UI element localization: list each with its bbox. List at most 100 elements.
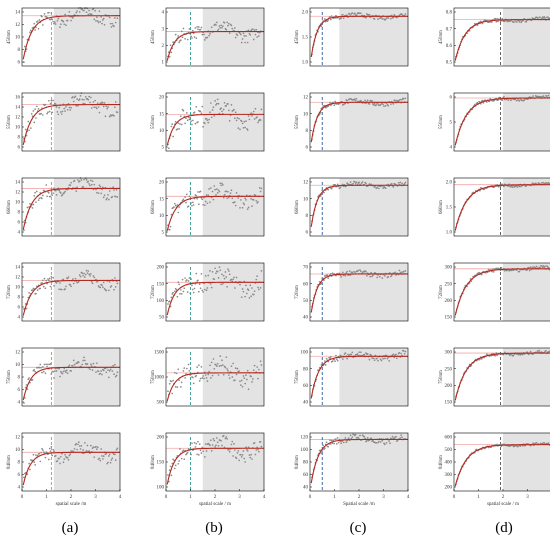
data-point bbox=[364, 99, 366, 102]
x-tick-label: 2 bbox=[358, 495, 361, 500]
chart-column-d: 0.8 0.7 0.6 0.5 450nm 6 5 4 550nm 2.0 1.5 1.0 660nm 3… bbox=[439, 7, 550, 507]
data-point bbox=[97, 370, 100, 373]
data-point bbox=[194, 446, 197, 448]
data-point bbox=[221, 25, 224, 27]
data-point bbox=[404, 270, 407, 272]
chart-column-b: 4321450nm2015105550nm2015105660nm2001501… bbox=[151, 7, 266, 507]
data-point bbox=[71, 278, 74, 280]
plot-frame bbox=[21, 177, 121, 237]
data-point bbox=[532, 95, 534, 97]
shaded-region bbox=[503, 93, 550, 151]
y-tick-label: 1.0 bbox=[446, 231, 453, 236]
y-tick-label: 0.6 bbox=[446, 44, 453, 49]
data-point bbox=[177, 35, 180, 37]
data-point bbox=[103, 23, 106, 26]
data-point bbox=[89, 368, 91, 371]
data-point bbox=[197, 279, 199, 282]
data-point bbox=[107, 461, 109, 464]
data-point bbox=[233, 443, 235, 445]
variogram-plot-d-750nm: 300 250 200 150 750nm bbox=[439, 347, 550, 407]
data-point bbox=[398, 269, 401, 272]
data-point bbox=[365, 182, 367, 185]
y-axis-label: 450nm bbox=[151, 30, 156, 44]
data-point bbox=[215, 104, 217, 106]
data-point bbox=[216, 441, 219, 444]
data-point bbox=[41, 282, 43, 284]
data-point bbox=[209, 439, 212, 442]
data-point bbox=[114, 375, 117, 378]
y-tick-label: 0.7 bbox=[446, 27, 453, 32]
data-point bbox=[64, 110, 66, 112]
data-point bbox=[236, 117, 239, 119]
y-tick-label: 200 bbox=[445, 384, 453, 389]
y-axis-label: 450nm bbox=[439, 30, 444, 44]
data-point bbox=[215, 21, 218, 24]
data-point bbox=[52, 276, 54, 279]
data-point bbox=[213, 278, 216, 281]
data-point bbox=[60, 288, 63, 291]
data-point bbox=[64, 453, 66, 456]
data-point bbox=[105, 371, 108, 374]
data-point bbox=[259, 441, 262, 443]
data-point bbox=[213, 185, 216, 187]
data-point bbox=[260, 108, 263, 111]
data-point bbox=[54, 23, 57, 25]
data-point bbox=[47, 279, 50, 282]
data-point bbox=[240, 199, 242, 201]
data-point bbox=[201, 198, 204, 201]
data-point bbox=[71, 17, 74, 19]
x-tick-label: 1 bbox=[45, 495, 48, 500]
data-point bbox=[192, 382, 195, 385]
data-point bbox=[78, 11, 81, 13]
data-point bbox=[113, 373, 115, 375]
data-point bbox=[35, 117, 37, 119]
data-point bbox=[41, 197, 43, 200]
shaded-region bbox=[53, 178, 120, 236]
data-point bbox=[255, 199, 258, 202]
data-point bbox=[231, 27, 234, 30]
data-point bbox=[330, 187, 333, 190]
data-point bbox=[174, 120, 177, 123]
data-point bbox=[52, 192, 54, 194]
data-point bbox=[168, 469, 171, 472]
data-point bbox=[173, 459, 175, 462]
data-point bbox=[357, 436, 360, 439]
data-point bbox=[83, 9, 85, 12]
data-point bbox=[114, 459, 117, 461]
data-point bbox=[195, 272, 198, 275]
variogram-plot-a-450nm: 14 12 10 8 6 450nm bbox=[7, 7, 121, 67]
data-point bbox=[371, 274, 374, 277]
y-tick-label: 10 bbox=[159, 129, 165, 134]
data-point bbox=[372, 104, 375, 106]
data-point bbox=[201, 446, 204, 449]
data-point bbox=[91, 369, 94, 371]
y-tick-label: 250 bbox=[445, 367, 453, 372]
data-point bbox=[240, 453, 242, 456]
data-point bbox=[108, 289, 110, 292]
data-point bbox=[363, 435, 366, 438]
data-point bbox=[60, 113, 63, 115]
data-point bbox=[227, 196, 230, 199]
data-point bbox=[245, 199, 247, 201]
data-point bbox=[195, 194, 198, 197]
data-point bbox=[34, 191, 36, 194]
data-point bbox=[105, 452, 108, 455]
data-point bbox=[237, 450, 240, 452]
x-tick-label: 3 bbox=[94, 495, 97, 500]
data-point bbox=[46, 112, 48, 115]
data-point bbox=[65, 369, 68, 372]
shaded-region bbox=[339, 178, 408, 236]
caption-b: (b) bbox=[205, 520, 223, 536]
data-point bbox=[244, 41, 246, 44]
data-point bbox=[108, 376, 110, 379]
variogram-plot-a-660nm: 14 12 10 8 6 4 660nm bbox=[7, 177, 121, 237]
y-axis-label: 660nm bbox=[439, 200, 444, 214]
data-point bbox=[244, 126, 246, 129]
x-tick-label: 1 bbox=[477, 495, 480, 500]
data-point bbox=[347, 274, 350, 276]
data-point bbox=[217, 277, 220, 279]
data-point bbox=[177, 462, 180, 465]
data-point bbox=[259, 360, 262, 363]
data-point bbox=[254, 33, 257, 36]
data-point bbox=[323, 360, 326, 362]
